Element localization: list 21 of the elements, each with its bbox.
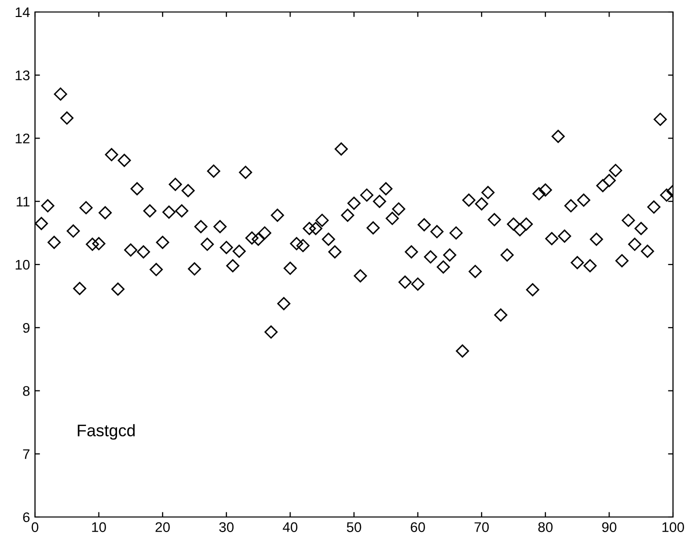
x-tick-label: 60	[410, 522, 425, 532]
x-tick-label: 10	[92, 522, 106, 532]
x-tick-label: 80	[538, 522, 553, 532]
y-tick-label: 6	[23, 512, 30, 522]
y-tick-label: 14	[16, 7, 30, 18]
y-tick-label: 11	[16, 196, 30, 206]
x-tick-label: 90	[602, 522, 616, 532]
y-tick-label: 10	[16, 260, 30, 270]
annotation: Fastgcd	[78, 424, 135, 440]
x-tick-label: 100	[662, 522, 684, 532]
x-tick-label: 40	[282, 522, 298, 532]
y-tick-label: 9	[23, 322, 30, 333]
y-tick-label: 13	[16, 70, 30, 80]
y-tick-label: 7	[23, 449, 30, 459]
x-tick-label: 50	[346, 522, 362, 532]
x-tick-label: 20	[156, 522, 170, 532]
y-tick-label: 12	[16, 134, 30, 144]
x-tick-label: 30	[219, 522, 234, 532]
x-tick-label: 70	[474, 522, 489, 532]
y-tick-label: 8	[23, 386, 30, 396]
x-tick-label: 0	[32, 522, 38, 532]
